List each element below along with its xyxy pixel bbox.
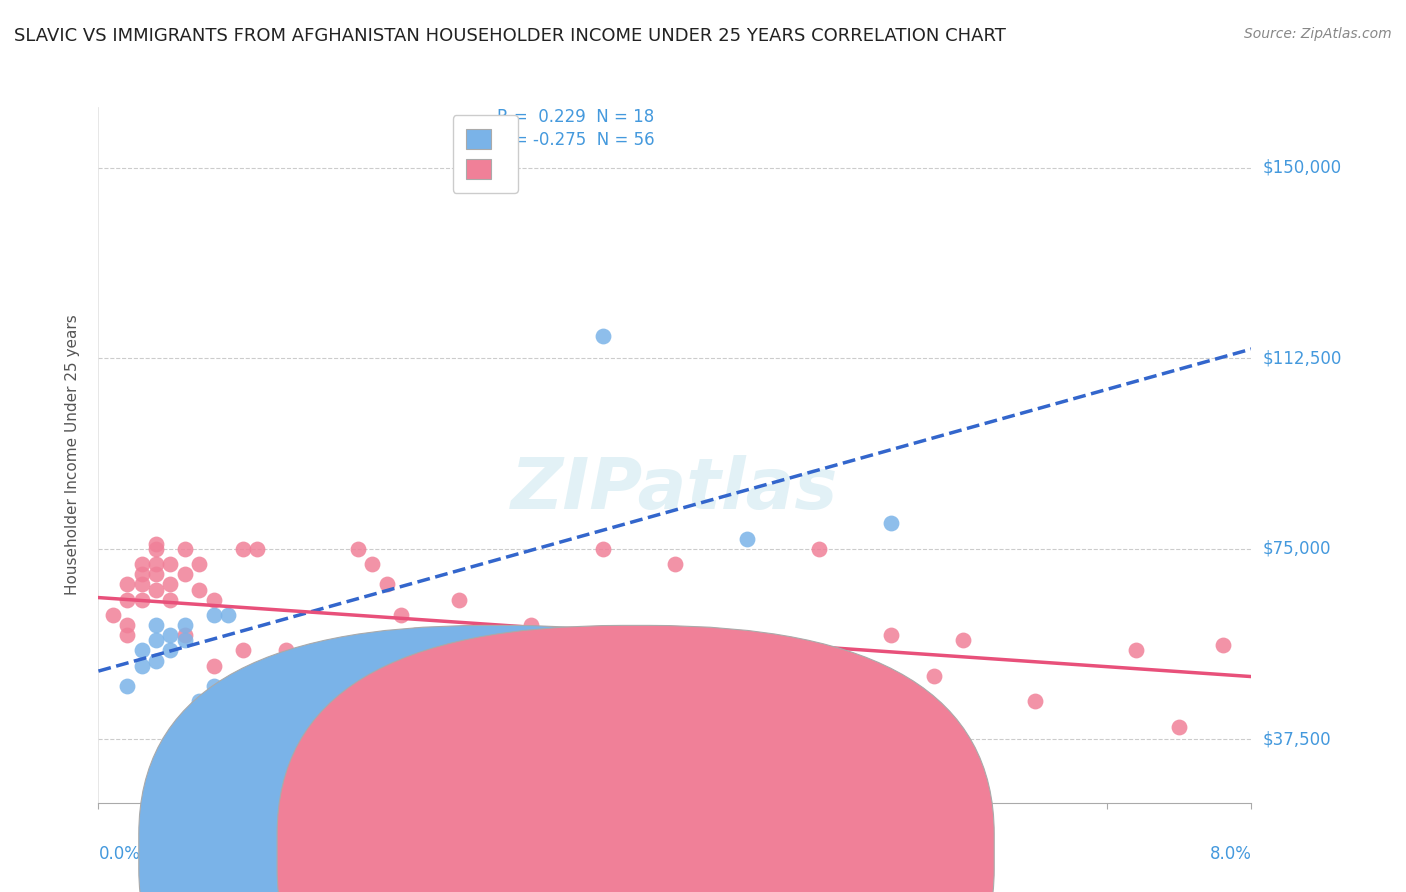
Point — [188, 709, 211, 723]
Point — [202, 592, 225, 607]
Point — [174, 628, 197, 642]
Point — [131, 557, 153, 571]
Point — [145, 654, 167, 668]
Point — [117, 628, 138, 642]
Point — [405, 628, 427, 642]
Point — [519, 618, 541, 632]
Point — [318, 679, 340, 693]
Point — [145, 541, 167, 556]
Point — [131, 567, 153, 582]
Point — [202, 607, 225, 622]
Point — [592, 541, 614, 556]
Point — [117, 618, 138, 632]
Point — [217, 694, 239, 708]
Point — [231, 643, 254, 657]
Point — [174, 541, 197, 556]
Text: Immigrants from Afghanistan: Immigrants from Afghanistan — [655, 843, 898, 861]
Point — [735, 709, 758, 723]
Legend: , : , — [453, 115, 517, 193]
Point — [361, 557, 384, 571]
Point — [131, 592, 153, 607]
Point — [174, 567, 197, 582]
Point — [664, 557, 686, 571]
Point — [159, 557, 181, 571]
Point — [159, 592, 181, 607]
Point — [188, 694, 211, 708]
Text: Source: ZipAtlas.com: Source: ZipAtlas.com — [1244, 27, 1392, 41]
Point — [274, 709, 297, 723]
Text: $75,000: $75,000 — [1263, 540, 1331, 558]
Point — [131, 658, 153, 673]
Point — [1168, 720, 1191, 734]
Text: $112,500: $112,500 — [1263, 350, 1341, 368]
Point — [246, 541, 269, 556]
Text: ZIPatlas: ZIPatlas — [512, 455, 838, 524]
Text: R =  0.229  N = 18: R = 0.229 N = 18 — [498, 109, 654, 127]
Point — [693, 679, 716, 693]
Point — [304, 658, 326, 673]
Point — [260, 684, 283, 698]
Point — [202, 679, 225, 693]
Point — [159, 643, 181, 657]
Point — [274, 643, 297, 657]
Point — [1125, 643, 1147, 657]
Point — [952, 633, 974, 648]
Point — [145, 618, 167, 632]
Text: $37,500: $37,500 — [1263, 731, 1331, 748]
Point — [131, 577, 153, 591]
Text: 8.0%: 8.0% — [1209, 845, 1251, 863]
Point — [174, 618, 197, 632]
Text: R = -0.275  N = 56: R = -0.275 N = 56 — [498, 131, 655, 150]
Point — [145, 582, 167, 597]
Point — [117, 577, 138, 591]
Text: SLAVIC VS IMMIGRANTS FROM AFGHANISTAN HOUSEHOLDER INCOME UNDER 25 YEARS CORRELAT: SLAVIC VS IMMIGRANTS FROM AFGHANISTAN HO… — [14, 27, 1005, 45]
Point — [174, 633, 197, 648]
Point — [117, 592, 138, 607]
FancyBboxPatch shape — [277, 625, 994, 892]
Point — [188, 557, 211, 571]
Point — [1024, 694, 1046, 708]
Point — [548, 643, 571, 657]
Point — [735, 532, 758, 546]
Point — [188, 582, 211, 597]
Point — [807, 541, 830, 556]
Point — [131, 643, 153, 657]
Point — [260, 669, 283, 683]
Point — [924, 669, 946, 683]
Text: $150,000: $150,000 — [1263, 159, 1341, 177]
Point — [1211, 639, 1234, 653]
Point — [159, 577, 181, 591]
Point — [145, 567, 167, 582]
Point — [202, 658, 225, 673]
Y-axis label: Householder Income Under 25 years: Householder Income Under 25 years — [65, 315, 80, 595]
Point — [447, 592, 470, 607]
Point — [101, 607, 124, 622]
Point — [117, 679, 138, 693]
Point — [375, 577, 398, 591]
Point — [145, 633, 167, 648]
Point — [880, 516, 903, 531]
Point — [145, 537, 167, 551]
Point — [231, 541, 254, 556]
Point — [217, 607, 239, 622]
Point — [217, 679, 239, 693]
Point — [346, 541, 368, 556]
Point — [389, 607, 412, 622]
Point — [880, 628, 903, 642]
Text: Slavs: Slavs — [517, 843, 561, 861]
FancyBboxPatch shape — [139, 625, 856, 892]
Text: 0.0%: 0.0% — [98, 845, 141, 863]
Point — [145, 557, 167, 571]
Point — [304, 643, 326, 657]
Point — [592, 328, 614, 343]
Point — [159, 628, 181, 642]
